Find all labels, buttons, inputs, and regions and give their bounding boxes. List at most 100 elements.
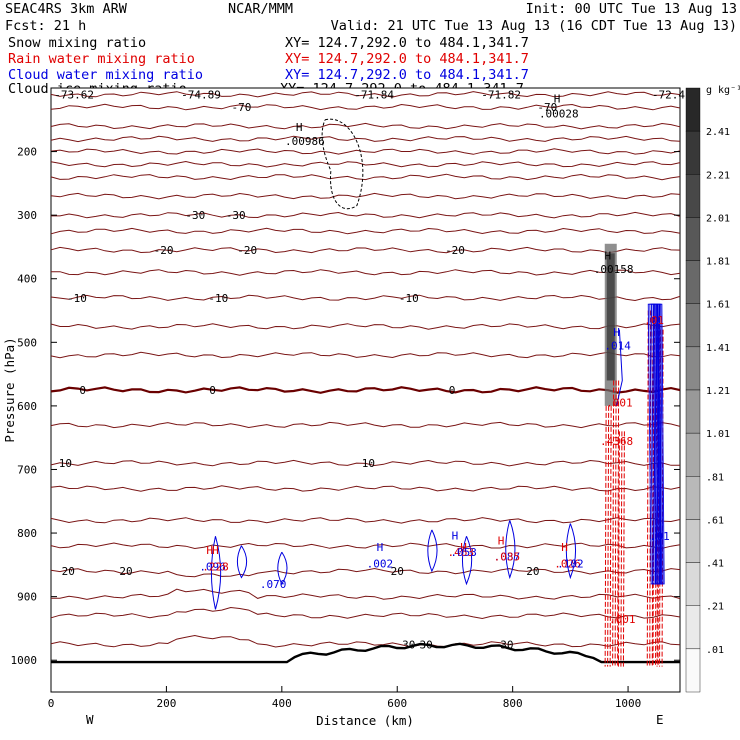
rain-contour	[646, 310, 649, 667]
snow-shading-core	[606, 253, 615, 381]
max-value-label: .002	[367, 558, 394, 571]
cloud-water-blob	[277, 551, 288, 585]
colorbar-label: 1.81	[706, 257, 730, 268]
org-label: NCAR/MMM	[228, 1, 293, 17]
cloud-water-blob	[210, 536, 222, 610]
rain-contour	[614, 380, 617, 667]
max-value-label: .001	[606, 397, 633, 410]
x-tick-label: 1000	[615, 697, 642, 710]
colorbar-unit: g kg⁻¹	[706, 85, 740, 96]
isotherm-line	[50, 421, 681, 429]
colorbar-swatch	[685, 87, 701, 132]
isotherm-line	[50, 148, 681, 155]
isotherm-label: -10	[399, 292, 419, 305]
isotherm-label: 20	[526, 565, 539, 578]
colorbar-label: 1.21	[706, 386, 730, 397]
field-rain-label: Rain water mixing ratio	[8, 51, 195, 67]
cloud-water-contour	[616, 329, 623, 407]
isotherm-line	[50, 323, 681, 330]
colorbar-swatch	[685, 217, 701, 261]
rain-contour	[604, 405, 607, 667]
axes: 0 200 400 600 800 100020030040050060070080090…	[11, 146, 680, 710]
field-snow-xy: XY= 124.7,292.0 to 484.1,341.7	[285, 35, 529, 51]
isotherm-line	[50, 103, 681, 111]
fcst-label: Fcst: 21 h	[5, 18, 86, 34]
max-marker: H	[554, 93, 561, 106]
isotherm-line	[50, 91, 681, 98]
cloud-water-blob	[236, 545, 248, 579]
colorbar-swatch	[685, 260, 701, 304]
max-marker: H	[296, 121, 303, 134]
isotherm-line	[50, 386, 681, 394]
rain-contour	[612, 380, 615, 667]
isotherm-label: -70	[537, 101, 557, 114]
isotherm-label: -20	[445, 244, 465, 257]
rain-contour	[620, 431, 623, 667]
isotherm-label: -20	[154, 244, 174, 257]
max-value-label: .096	[199, 561, 226, 574]
isotherm-label: 20	[119, 565, 132, 578]
isotherm-label: -71.84	[354, 88, 394, 101]
max-value-label: .4368	[600, 435, 633, 448]
rain-contour	[617, 380, 620, 667]
isotherm-line	[50, 606, 681, 620]
isotherm-line	[50, 351, 681, 359]
y-tick-label: 600	[17, 400, 37, 413]
colorbar-swatch	[685, 648, 701, 693]
max-value-label: .00158	[594, 263, 634, 276]
colorbar-label: 2.41	[706, 127, 730, 138]
max-marker: H	[212, 544, 219, 557]
field-cloud-xy: XY= 124.7,292.0 to 484.1,341.7	[285, 67, 529, 83]
isotherm-line	[50, 269, 681, 276]
max-value-label: .026	[554, 558, 581, 571]
isotherm-label: -10	[208, 292, 228, 305]
isotherm-label: -71.82	[481, 88, 521, 101]
field-snow-label: Snow mixing ratio	[8, 35, 146, 51]
isotherm-label: 0	[449, 384, 456, 397]
colorbar-swatch	[685, 605, 701, 650]
colorbar-swatch	[685, 519, 701, 563]
east-label: E	[656, 712, 664, 727]
isotherm-label: -10	[67, 292, 87, 305]
y-tick-label: 800	[17, 527, 37, 540]
max-value-label: .035	[494, 551, 521, 564]
isotherm-label: 0	[209, 384, 216, 397]
isotherm-label: 0	[79, 384, 86, 397]
max-marker: H	[460, 541, 467, 554]
isotherm-label: -70	[231, 101, 251, 114]
colorbar-swatch	[685, 130, 701, 175]
isotherm-line	[50, 246, 681, 254]
max-value-label: .228	[202, 561, 229, 574]
isotherm-label: -72.4	[652, 88, 685, 101]
isotherm-label: -73.62	[54, 88, 94, 101]
isotherm-line	[50, 227, 681, 235]
rain-contour	[607, 405, 610, 667]
colorbar-label: .41	[706, 559, 724, 570]
max-marker: H	[377, 541, 384, 554]
isotherm-line	[50, 294, 681, 302]
max-value-label: .001	[609, 613, 636, 626]
terrain-line	[51, 642, 680, 664]
colorbar-label: 1.01	[706, 429, 730, 440]
colorbar-label: .01	[706, 645, 724, 656]
max-marker: H	[605, 250, 612, 263]
max-marker: H	[561, 541, 568, 554]
isotherm-line	[50, 485, 681, 492]
max-marker: H	[206, 544, 213, 557]
cloud-water-blob	[427, 529, 438, 573]
isotherm-line	[50, 122, 681, 130]
colorbar-swatch	[685, 476, 701, 520]
max-value-label: .053	[450, 546, 477, 559]
y-tick-label: 400	[17, 273, 37, 286]
x-tick-label: 400	[272, 697, 292, 710]
max-value-label: .102	[557, 558, 584, 571]
field-rain-xy: XY= 124.7,292.0 to 484.1,341.7	[285, 51, 529, 67]
x-axis-label: Distance (km)	[316, 713, 414, 728]
colorbar-label: 2.21	[706, 170, 730, 181]
isotherm-line	[50, 173, 681, 181]
colorbar-label: .21	[706, 602, 724, 613]
colorbar: 2.41 2.21 2.01 1.81 1.61 1.41 1.21 1.01 .81 .61 .4…	[685, 87, 730, 693]
cloud-water-blob	[565, 523, 577, 580]
y-tick-label: 200	[17, 146, 37, 159]
y-tick-label: 300	[17, 209, 37, 222]
